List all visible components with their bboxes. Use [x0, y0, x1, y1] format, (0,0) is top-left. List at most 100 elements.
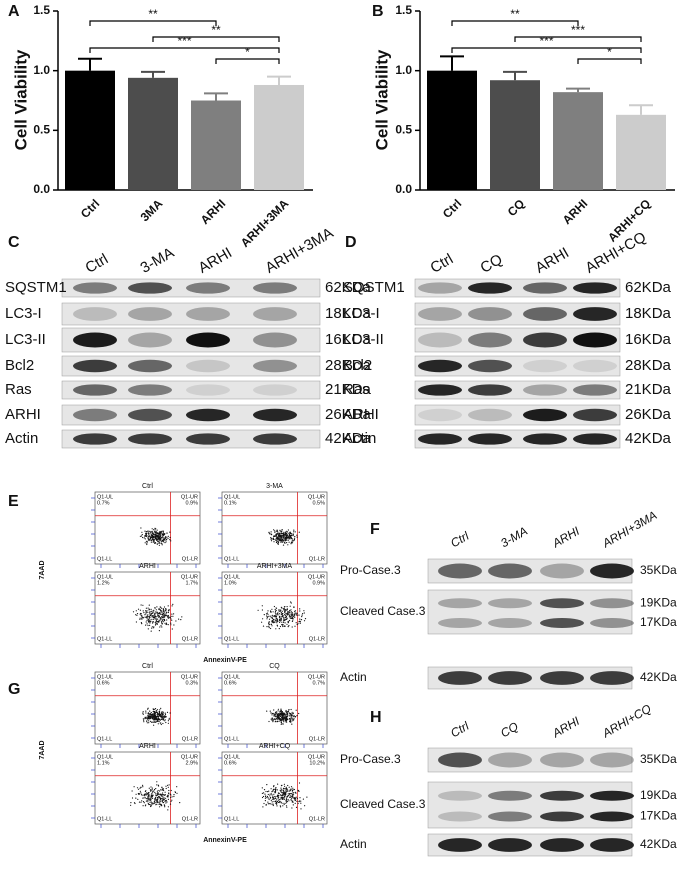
event-dot: [274, 790, 277, 792]
event-dot: [159, 531, 161, 533]
size-label: 26KDa: [325, 406, 372, 423]
event-dot: [147, 707, 149, 709]
event-dot: [272, 611, 274, 613]
event-dot: [144, 797, 146, 799]
quadrant-name: Q1-UR: [181, 494, 198, 500]
blot-band: [488, 671, 532, 685]
event-dot: [291, 538, 293, 540]
event-dot: [276, 795, 278, 797]
significance-bracket: [451, 47, 642, 53]
event-dot: [279, 537, 281, 539]
event-dot: [287, 714, 289, 716]
event-dot: [268, 625, 270, 628]
event-dot: [160, 530, 162, 533]
flow-plot-frame: [221, 571, 328, 645]
event-dot: [274, 791, 276, 793]
event-dot: [147, 619, 149, 621]
event-dot: [285, 786, 287, 788]
quadrant-name: Q1-UL: [224, 754, 240, 760]
event-dot: [142, 610, 144, 612]
blot-band: [468, 433, 512, 445]
blot-band: [253, 282, 297, 294]
event-dot: [274, 718, 276, 720]
event-dot: [288, 790, 291, 792]
blot-strip: [61, 380, 321, 400]
y-tick-label: 0.0: [395, 182, 412, 196]
event-dot: [145, 624, 147, 626]
quadrant-name: Q1-LR: [182, 736, 198, 742]
event-dot: [160, 531, 162, 534]
blot-band: [186, 282, 230, 294]
event-dot: [274, 609, 276, 611]
event-dot: [279, 620, 281, 622]
event-dot: [139, 790, 141, 792]
event-dot: [145, 607, 147, 609]
event-dot: [291, 612, 293, 614]
event-dot: [162, 711, 164, 713]
event-dot: [153, 803, 155, 805]
event-dot: [163, 717, 165, 719]
event-dot: [269, 710, 271, 712]
event-dot: [300, 808, 302, 810]
event-dot: [139, 535, 141, 537]
event-dot: [283, 617, 285, 619]
event-dot: [169, 539, 171, 541]
event-dot: [291, 714, 293, 716]
event-dot: [162, 538, 164, 541]
lane-label: Ctrl: [448, 719, 471, 741]
event-dot: [288, 620, 290, 622]
event-dot: [290, 601, 292, 603]
event-dot: [159, 535, 161, 537]
size-label: 21KDa: [625, 381, 672, 398]
event-dot: [155, 620, 158, 622]
event-dot: [279, 711, 281, 713]
event-dot: [283, 803, 285, 806]
event-dot: [161, 798, 163, 800]
event-dot: [165, 802, 167, 804]
event-dot: [169, 616, 171, 619]
event-dot: [144, 793, 146, 795]
event-dot: [269, 793, 271, 795]
event-dot: [288, 537, 290, 539]
event-dot: [272, 790, 274, 792]
event-dot: [145, 610, 147, 612]
event-dot: [143, 802, 145, 804]
blot-band: [540, 671, 584, 685]
event-dot: [145, 793, 147, 795]
event-dot: [286, 537, 288, 539]
event-dot: [149, 612, 151, 614]
event-dot: [283, 796, 285, 799]
event-dot: [277, 713, 279, 716]
event-dot: [287, 611, 289, 614]
event-dot: [279, 800, 281, 803]
quadrant-value: 2.9%: [185, 760, 198, 766]
lane-label: ARHI: [532, 244, 572, 277]
y-tick-label: 0.5: [33, 123, 50, 137]
event-dot: [280, 802, 282, 804]
event-dot: [159, 619, 161, 621]
event-dot: [157, 723, 159, 725]
blot-band: [438, 618, 482, 628]
blot-band: [128, 282, 172, 294]
event-dot: [157, 789, 159, 792]
event-dot: [142, 805, 144, 807]
blot-band: [540, 752, 584, 768]
event-dot: [282, 796, 284, 799]
event-dot: [160, 714, 162, 716]
event-dot: [283, 618, 285, 620]
event-dot: [287, 613, 289, 615]
plot-title: Ctrl: [142, 483, 153, 490]
event-dot: [287, 715, 289, 717]
event-dot: [160, 533, 162, 535]
event-dot: [285, 798, 288, 800]
event-dot: [150, 797, 152, 799]
event-dot: [285, 709, 287, 712]
event-dot: [155, 797, 157, 799]
event-dot: [151, 795, 153, 797]
event-dot: [280, 538, 282, 540]
event-dot: [296, 715, 298, 717]
event-dot: [275, 530, 277, 533]
event-dot: [159, 801, 161, 803]
event-dot: [265, 804, 267, 806]
significance-bracket: [514, 36, 642, 42]
